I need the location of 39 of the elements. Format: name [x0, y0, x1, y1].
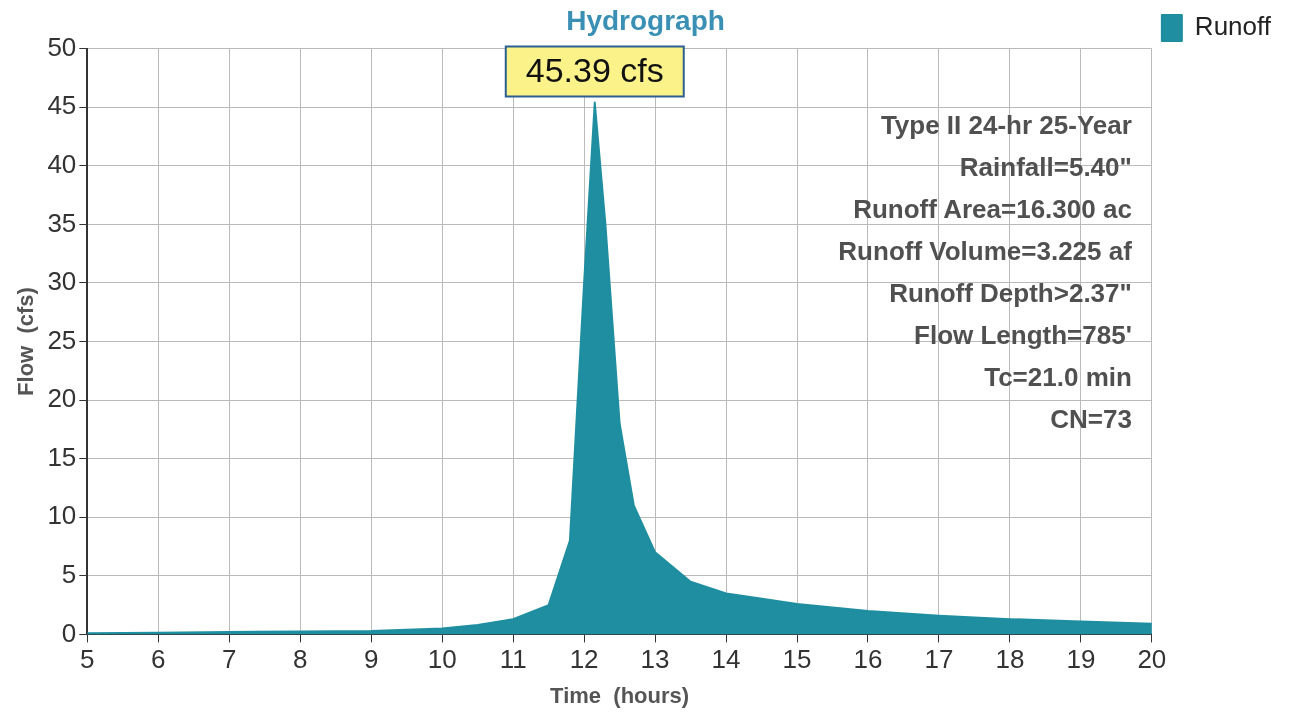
y-tick-label: 35	[47, 207, 77, 238]
y-tick-label: 20	[47, 383, 77, 414]
x-tick-label: 18	[995, 644, 1025, 675]
annotation: Runoff Volume=3.225 af	[838, 235, 1133, 266]
chart-title: Hydrograph	[566, 4, 725, 36]
y-tick-label: 0	[61, 617, 77, 648]
x-tick-label: 11	[499, 644, 527, 675]
annotation: 45.39 cfs	[525, 50, 664, 89]
x-axis-title: Time (hours)	[550, 682, 690, 708]
x-tick-label: 7	[222, 644, 237, 675]
x-tick-label: 17	[924, 644, 954, 675]
annotation: Rainfall=5.40"	[959, 151, 1132, 182]
y-tick-label: 50	[47, 31, 77, 62]
x-tick-label: 12	[569, 644, 599, 675]
y-axis-title: Flow (cfs)	[13, 287, 39, 396]
x-tick-label: 16	[853, 644, 883, 675]
x-tick-label: 19	[1066, 644, 1096, 675]
annotation: Type II 24-hr 25-Year	[880, 109, 1132, 140]
legend-label: Runoff	[1194, 11, 1272, 42]
x-tick-label: 15	[782, 644, 812, 675]
y-tick-label: 25	[47, 324, 77, 355]
x-tick-label: 6	[151, 644, 166, 675]
y-tick-label: 45	[47, 90, 77, 121]
x-tick-label: 14	[711, 644, 741, 675]
y-tick-label: 40	[47, 148, 77, 179]
x-tick-label: 9	[363, 644, 379, 675]
x-tick-label: 13	[640, 644, 670, 675]
y-tick-label: 10	[47, 500, 77, 531]
x-tick-label: 8	[292, 644, 308, 675]
x-tick-label: 20	[1137, 644, 1167, 675]
y-tick-label: 15	[47, 441, 77, 472]
annotation: Flow Length=785'	[914, 319, 1132, 350]
y-tick-label: 5	[61, 558, 77, 589]
x-tick-label: 10	[427, 644, 457, 675]
annotation: Runoff Depth>2.37"	[889, 277, 1132, 308]
y-tick-label: 30	[47, 266, 77, 297]
annotation: Runoff Area=16.300 ac	[853, 193, 1132, 224]
annotation: CN=73	[1050, 403, 1132, 434]
annotation: Tc=21.0 min	[984, 361, 1132, 392]
